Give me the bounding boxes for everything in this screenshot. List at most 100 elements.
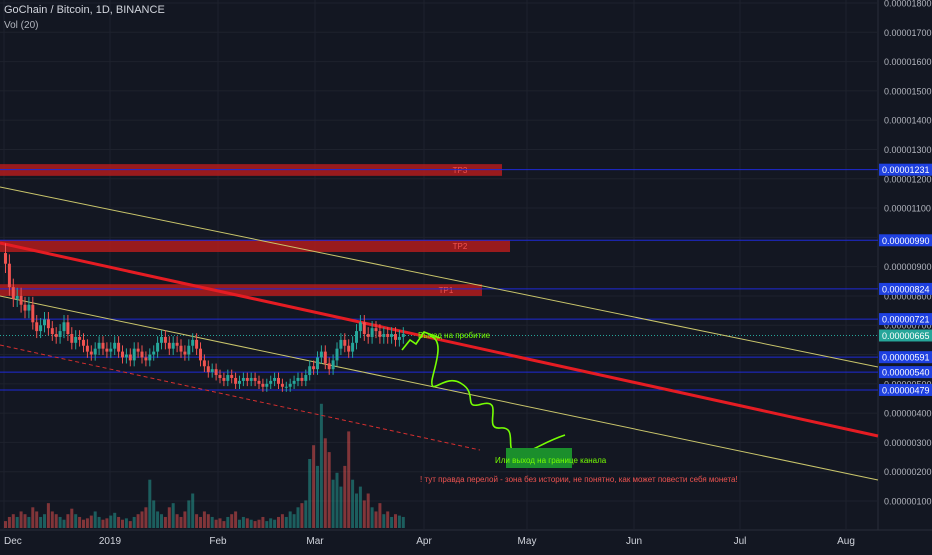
candle-body xyxy=(171,342,175,349)
candles xyxy=(4,243,405,392)
symbol-title[interactable]: GoChain / Bitcoin, 1D, BINANCE xyxy=(4,4,165,16)
volume-bar xyxy=(85,518,89,528)
candle-body xyxy=(89,351,93,355)
price-level-label: 0.00000824 xyxy=(882,284,930,294)
price-level-label-bg xyxy=(879,313,932,326)
candle-body xyxy=(58,331,62,337)
candle-body xyxy=(222,377,226,381)
candle-body xyxy=(82,339,85,346)
volume-bar xyxy=(249,519,253,528)
candle-body xyxy=(191,339,195,346)
candle-body xyxy=(136,348,140,352)
candle-body xyxy=(124,354,128,358)
candle-body xyxy=(121,351,124,358)
volume-bar xyxy=(156,511,160,528)
volume-bar xyxy=(292,514,296,528)
price-level-label-bg xyxy=(879,383,932,396)
volume-bar xyxy=(319,403,323,528)
candle-body xyxy=(202,360,206,367)
candle-body xyxy=(234,377,238,384)
price-level-label: 0.00000990 xyxy=(882,236,930,246)
candle-body xyxy=(105,348,109,352)
candle-body xyxy=(323,351,327,364)
time-axis[interactable]: Dec 2019 Feb Mar Apr May Jun Jul Aug xyxy=(4,536,855,547)
candle-body xyxy=(19,295,23,305)
volume-bar xyxy=(132,516,136,528)
volume-bar xyxy=(4,521,7,528)
candle-body xyxy=(253,377,257,381)
candle-body xyxy=(245,377,249,381)
price-level-label: 0.00000665 xyxy=(882,331,930,341)
candle-body xyxy=(261,383,265,387)
price-tick-label: 0.00000400 xyxy=(884,409,932,419)
candle-body xyxy=(144,357,148,361)
volume-bar xyxy=(288,511,292,528)
candle-body xyxy=(269,380,273,384)
candle-body xyxy=(27,304,31,311)
candle-body xyxy=(382,334,386,337)
volume-bar xyxy=(226,516,230,528)
volume-bar xyxy=(140,511,144,528)
volume-bar xyxy=(113,512,117,528)
candle-body xyxy=(300,377,304,381)
volume-bars xyxy=(4,403,405,528)
candle-body xyxy=(312,366,316,370)
candle-body xyxy=(339,339,343,349)
volume-bar xyxy=(101,519,105,528)
volume-bar xyxy=(370,507,374,528)
support-trendline-dashed xyxy=(0,344,481,451)
volume-bar xyxy=(218,518,222,528)
candle-body xyxy=(226,375,230,381)
candle-body xyxy=(78,336,82,340)
candle-body xyxy=(183,351,187,355)
candle-body xyxy=(394,334,397,340)
volume-bar xyxy=(39,516,43,528)
volume-bar xyxy=(109,515,113,528)
candle-body xyxy=(113,342,117,349)
volume-bar xyxy=(195,514,199,528)
candle-body xyxy=(15,295,19,299)
horizontal-levels xyxy=(0,169,878,391)
candle-body xyxy=(319,351,323,358)
volume-indicator-label[interactable]: Vol (20) xyxy=(4,20,39,31)
candle-body xyxy=(292,380,296,384)
target-zone-label: TP3 xyxy=(453,166,468,175)
volume-bar xyxy=(183,511,187,528)
volume-bar xyxy=(97,516,101,528)
volume-bar xyxy=(35,511,39,528)
volume-bar xyxy=(394,514,397,528)
candle-body xyxy=(378,331,382,337)
price-level-label-bg xyxy=(879,234,932,247)
candle-body xyxy=(370,328,374,337)
target-zone-tp1 xyxy=(0,284,482,296)
warning-text: ! тут правда перелой - зона без истории,… xyxy=(420,475,738,484)
candle-body xyxy=(140,351,144,358)
volume-bar xyxy=(245,518,249,528)
candle-body xyxy=(85,345,89,352)
chart-background xyxy=(0,0,878,530)
target-zone-label: TP2 xyxy=(453,242,468,251)
volume-bar xyxy=(304,500,308,528)
volume-bar xyxy=(89,515,93,528)
candle-body xyxy=(277,377,280,384)
channel-lower-line xyxy=(0,295,879,481)
candle-body xyxy=(128,354,132,361)
time-tick-label: Aug xyxy=(837,536,855,547)
target-zone-label: TP1 xyxy=(439,286,454,295)
price-tick-label: 0.00001400 xyxy=(884,116,932,126)
candle-body xyxy=(335,348,339,361)
candle-body xyxy=(11,287,15,299)
candle-body xyxy=(199,348,202,361)
volume-bar xyxy=(15,516,19,528)
candle-body xyxy=(117,342,121,352)
price-axis[interactable]: 0.00001800 0.00001700 0.00001600 0.00001500… xyxy=(879,0,932,507)
volume-bar xyxy=(191,493,195,528)
volume-bar xyxy=(175,514,179,528)
target-zone-tp2 xyxy=(0,240,510,252)
volume-bar xyxy=(19,511,23,528)
volume-bar xyxy=(7,516,11,528)
candle-body xyxy=(390,334,394,337)
candle-body xyxy=(347,345,351,352)
